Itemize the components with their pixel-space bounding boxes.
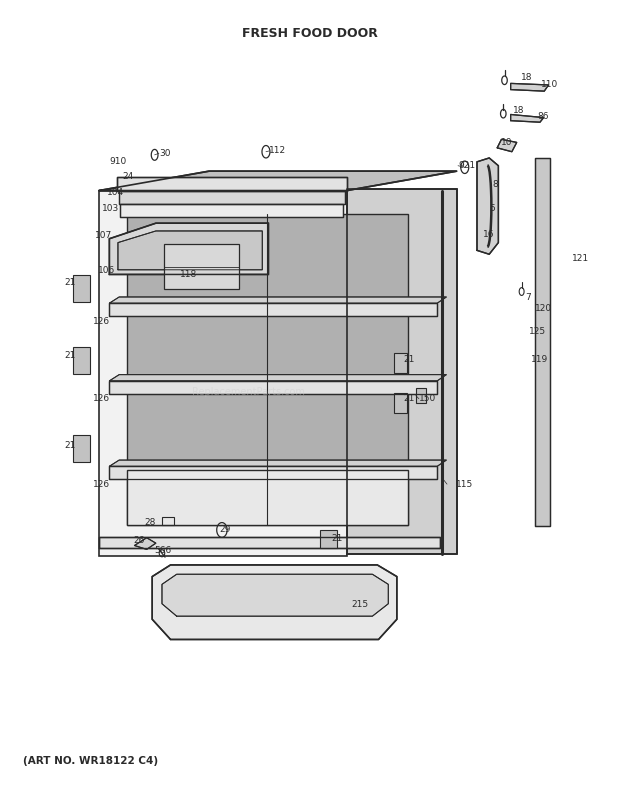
Text: 118: 118 — [180, 270, 198, 279]
Text: FRESH FOOD DOOR: FRESH FOOD DOOR — [242, 27, 378, 40]
Text: 7: 7 — [525, 294, 531, 302]
Text: 21: 21 — [403, 394, 414, 403]
Polygon shape — [99, 171, 457, 191]
Bar — [162, 517, 174, 524]
Polygon shape — [135, 538, 156, 550]
Text: ReplacementParts.com: ReplacementParts.com — [192, 388, 305, 397]
Bar — [126, 470, 408, 524]
Polygon shape — [109, 303, 437, 316]
Bar — [416, 388, 426, 403]
Polygon shape — [109, 297, 446, 303]
Text: 21: 21 — [64, 278, 76, 287]
Polygon shape — [347, 189, 457, 554]
Text: 112: 112 — [269, 147, 286, 155]
Text: 10: 10 — [501, 138, 512, 147]
Text: 21: 21 — [332, 534, 343, 543]
Bar — [394, 353, 407, 373]
Polygon shape — [511, 83, 549, 91]
Polygon shape — [511, 115, 544, 122]
Text: 126: 126 — [93, 480, 110, 488]
Bar — [73, 348, 90, 374]
Bar — [99, 191, 347, 556]
Polygon shape — [109, 381, 437, 394]
Text: 103: 103 — [102, 204, 119, 213]
Text: 21: 21 — [403, 356, 414, 364]
Polygon shape — [109, 466, 437, 480]
Text: 28: 28 — [145, 518, 156, 528]
Polygon shape — [118, 231, 262, 270]
Bar — [164, 244, 239, 289]
Bar — [126, 214, 408, 524]
Bar — [394, 393, 407, 414]
Text: 115: 115 — [456, 480, 473, 488]
Text: 107: 107 — [95, 231, 112, 240]
Text: 21: 21 — [64, 352, 76, 360]
Bar — [73, 435, 90, 462]
Text: 125: 125 — [529, 327, 546, 337]
Polygon shape — [109, 460, 446, 466]
Text: 126: 126 — [93, 316, 110, 326]
Text: 215: 215 — [352, 600, 369, 609]
Text: 126: 126 — [93, 394, 110, 403]
Text: 110: 110 — [541, 79, 559, 89]
Text: 104: 104 — [107, 188, 124, 196]
Text: 910: 910 — [109, 157, 126, 166]
Text: (ART NO. WR18122 C4): (ART NO. WR18122 C4) — [22, 757, 157, 766]
Text: 30: 30 — [159, 149, 170, 158]
Text: 120: 120 — [534, 304, 552, 313]
Bar — [73, 276, 90, 301]
Text: 24: 24 — [122, 172, 133, 181]
Text: 119: 119 — [531, 355, 549, 363]
Text: 26: 26 — [134, 536, 145, 546]
Polygon shape — [119, 191, 345, 204]
Text: 86: 86 — [538, 111, 549, 121]
Polygon shape — [99, 537, 440, 548]
Text: 21: 21 — [64, 441, 76, 450]
Polygon shape — [109, 223, 268, 275]
Text: 8: 8 — [492, 180, 498, 189]
Polygon shape — [477, 158, 498, 254]
Bar — [320, 530, 337, 548]
Text: 18: 18 — [521, 74, 533, 82]
Text: 16: 16 — [482, 230, 494, 239]
Text: 29: 29 — [219, 524, 231, 534]
Text: 121: 121 — [572, 254, 589, 264]
Text: 921: 921 — [458, 161, 475, 170]
Text: 18: 18 — [513, 106, 525, 115]
Polygon shape — [535, 158, 551, 526]
Text: 150: 150 — [419, 394, 436, 403]
Text: 5: 5 — [489, 204, 495, 213]
Polygon shape — [109, 374, 446, 381]
Polygon shape — [120, 204, 343, 217]
Text: 106: 106 — [98, 266, 115, 275]
Polygon shape — [152, 565, 397, 640]
Text: 566: 566 — [154, 546, 171, 555]
Polygon shape — [162, 575, 388, 616]
Polygon shape — [117, 177, 347, 191]
Polygon shape — [497, 139, 516, 152]
